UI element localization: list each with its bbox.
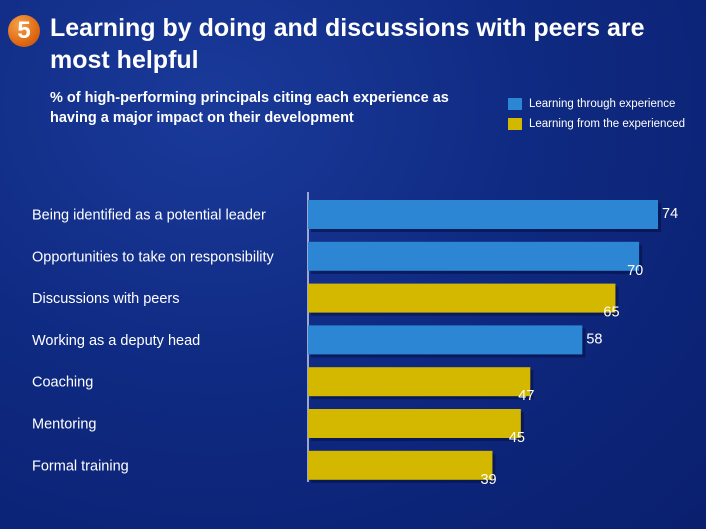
legend-item-experience: Learning through experience <box>508 94 704 114</box>
value-label: 58 <box>586 331 602 347</box>
category-label: Opportunities to take on responsibility <box>32 249 275 265</box>
slide-title: Learning by doing and discussions with p… <box>50 14 645 74</box>
value-label: 65 <box>603 305 619 321</box>
bar-4 <box>308 367 531 397</box>
bar-5 <box>308 409 521 438</box>
legend-label-experience: Learning through experience <box>529 98 676 110</box>
value-label: 45 <box>509 430 525 446</box>
legend-swatch-experience <box>508 98 522 110</box>
category-label: Working as a deputy head <box>32 333 200 349</box>
category-label: Discussions with peers <box>32 291 179 307</box>
bar-0 <box>308 200 658 229</box>
legend-swatch-experienced <box>508 118 522 130</box>
bar-2 <box>308 283 616 313</box>
value-label: 39 <box>480 472 496 488</box>
value-label: 74 <box>662 206 678 222</box>
category-label: Being identified as a potential leader <box>32 208 266 224</box>
category-label: Mentoring <box>32 417 96 433</box>
bar-3 <box>308 325 583 355</box>
legend-label-experienced: Learning from the experienced <box>529 118 685 130</box>
bar-6 <box>308 450 493 480</box>
bar-1 <box>308 241 640 271</box>
slide-number-badge: 5 <box>8 15 40 47</box>
category-label: Formal training <box>32 458 129 474</box>
value-label: 47 <box>518 388 534 404</box>
value-label: 70 <box>627 263 643 279</box>
chart-legend: Learning through experience Learning fro… <box>508 94 704 134</box>
chart-subtitle: % of high-performing principals citing e… <box>50 90 449 126</box>
legend-item-experienced: Learning from the experienced <box>508 114 704 134</box>
category-label: Coaching <box>32 375 93 391</box>
